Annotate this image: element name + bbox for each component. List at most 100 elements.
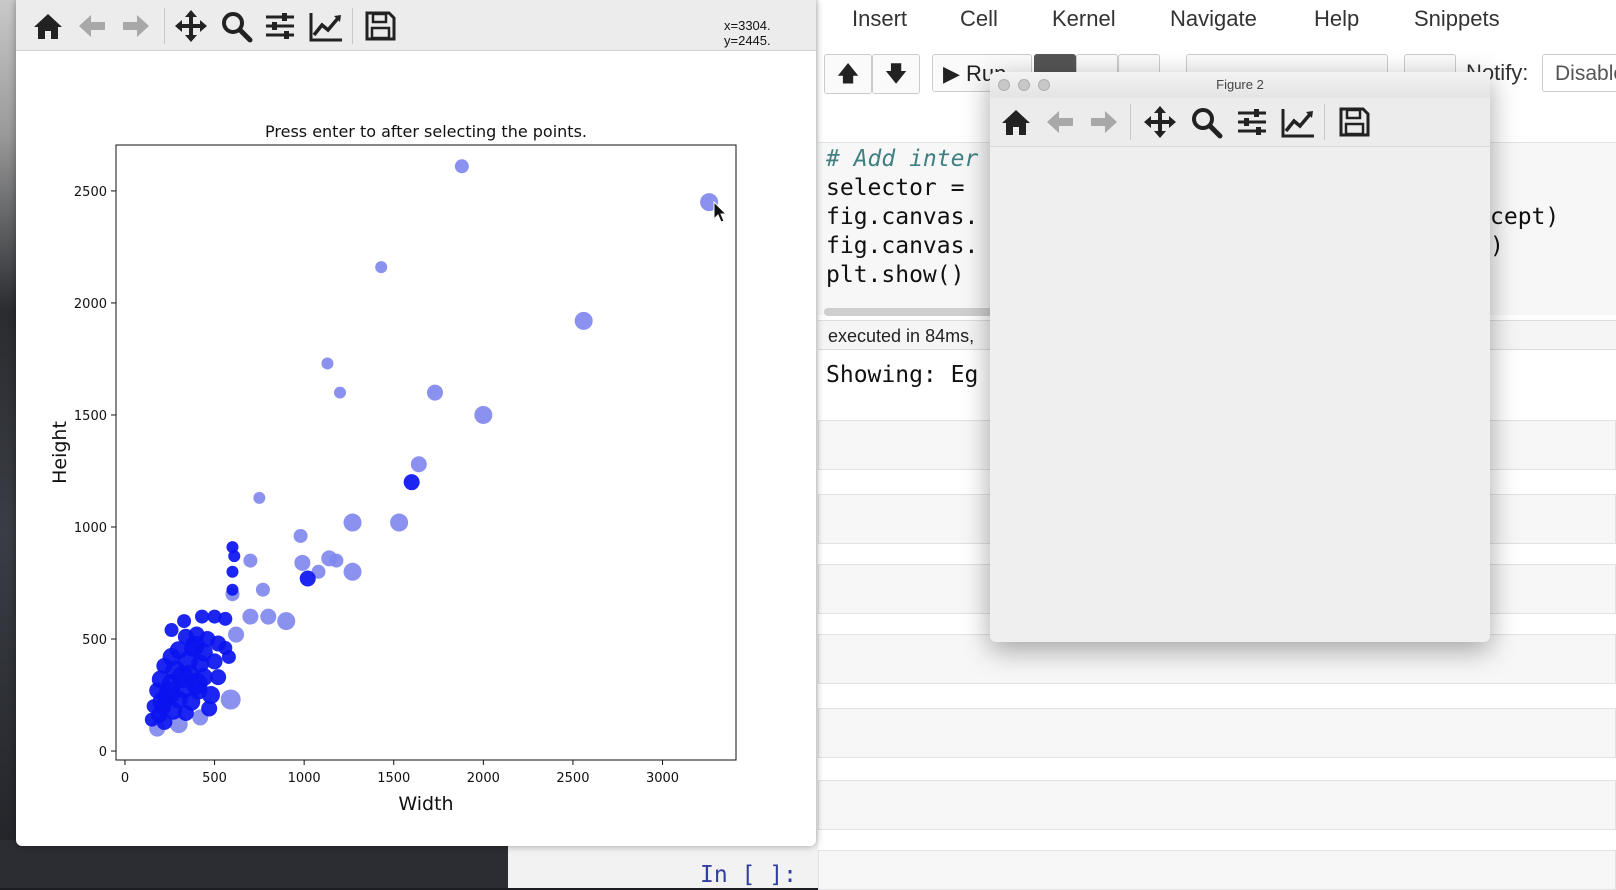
toolbar-separator [164,8,165,44]
edit-axis-icon[interactable] [1280,104,1316,140]
save-icon[interactable] [1336,104,1372,140]
figure-2-titlebar [990,72,1490,98]
configure-subplots-icon[interactable] [1234,104,1270,140]
x-tick-label: 2000 [467,771,500,786]
data-point [228,550,241,563]
save-icon[interactable] [362,8,398,44]
x-tick-label: 1500 [377,771,410,786]
data-point [343,513,362,532]
data-point [260,608,277,625]
notebook-menubar: Insert Cell Kernel Navigate Help Snippet… [818,0,1616,40]
menu-kernel[interactable]: Kernel [1052,6,1116,31]
forward-arrow-icon[interactable] [118,8,154,44]
cursor-coordinates-readout: x=3304. y=2445. [724,18,771,48]
data-point [277,612,296,631]
menu-navigate[interactable]: Navigate [1170,6,1257,31]
menu-cell[interactable]: Cell [960,6,998,31]
notify-select[interactable]: Disable [1542,54,1616,92]
data-point [206,653,223,670]
data-point [164,623,179,638]
data-point [574,311,593,330]
pan-icon[interactable] [1142,104,1178,140]
menu-insert[interactable]: Insert [852,6,908,31]
data-point [474,405,493,424]
code-line-2: selector = [826,175,979,201]
home-icon[interactable] [30,8,66,44]
code-line-1: # Add inter [826,146,979,172]
menu-snippets[interactable]: Snippets [1414,6,1500,31]
configure-subplots-icon[interactable] [262,8,298,44]
empty-cell[interactable] [818,634,1616,684]
y-tick-label: 1500 [74,409,107,424]
data-point [299,570,316,587]
code-line-3-tail: cept) [1490,204,1560,230]
arrow-down-icon: 🡇 [884,61,908,86]
data-point [410,456,427,473]
data-point [293,528,308,543]
plot-frame [115,144,737,761]
data-point [201,686,220,705]
data-point [177,614,192,629]
mouse-cursor-icon [713,200,728,223]
figure-2-window [990,72,1490,642]
empty-cell[interactable] [818,780,1616,830]
pan-icon[interactable] [173,8,209,44]
data-point [207,609,222,624]
toolbar-separator [1324,104,1325,140]
zoom-icon[interactable] [1188,104,1224,140]
play-icon: ▶ [943,61,960,86]
code-line-4: fig.canvas. [826,233,979,259]
data-point [255,582,270,597]
desktop-background-bottom [0,840,510,888]
data-point [333,386,346,399]
data-point [177,704,194,721]
code-line-5: plt.show() [826,262,965,288]
data-point [375,261,388,274]
forward-arrow-icon[interactable] [1086,104,1122,140]
back-arrow-icon[interactable] [1042,104,1078,140]
move-cell-down-button[interactable]: 🡇 [872,54,920,94]
figure-2-toolbar [990,98,1490,147]
data-point [210,669,227,686]
arrow-up-icon: 🡅 [836,61,860,86]
data-point [218,640,233,655]
input-prompt: In [ ]: [700,862,797,888]
code-horizontal-scrollbar[interactable] [824,308,1004,316]
data-point [184,635,205,656]
move-cell-up-button[interactable]: 🡅 [824,54,872,94]
window-minimize-button[interactable] [1018,79,1030,91]
back-arrow-icon[interactable] [74,8,110,44]
scatter-plot[interactable]: Press enter to after selecting the point… [16,50,816,846]
x-tick-label: 500 [202,771,227,786]
data-point [226,565,239,578]
input-cell[interactable] [818,850,1616,890]
edit-axis-icon[interactable] [308,8,344,44]
chart-title: Press enter to after selecting the point… [265,122,587,141]
data-point [226,583,239,596]
y-tick-label: 1000 [74,521,107,536]
window-close-button[interactable] [998,79,1010,91]
data-point [152,691,173,712]
data-point [321,357,334,370]
toolbar-separator [352,8,353,44]
data-point [243,553,258,568]
home-icon[interactable] [998,104,1034,140]
figure-2-canvas[interactable] [990,146,1490,642]
data-point [228,626,245,643]
data-point [242,608,259,625]
data-point [390,513,409,532]
cell-output-text: Showing: Eg [826,362,979,388]
zoom-icon[interactable] [218,8,254,44]
y-axis-label: Height [49,421,71,484]
y-tick-label: 500 [82,633,107,648]
data-point [426,384,443,401]
data-point [201,700,218,717]
menu-help[interactable]: Help [1314,6,1360,31]
code-line-3: fig.canvas. [826,204,979,230]
data-point [226,541,239,554]
empty-cell[interactable] [818,708,1616,758]
y-tick-label: 2500 [74,185,107,200]
figure-1-toolbar: x=3304. y=2445. [16,0,816,51]
data-point [329,553,344,568]
window-maximize-button[interactable] [1038,79,1050,91]
